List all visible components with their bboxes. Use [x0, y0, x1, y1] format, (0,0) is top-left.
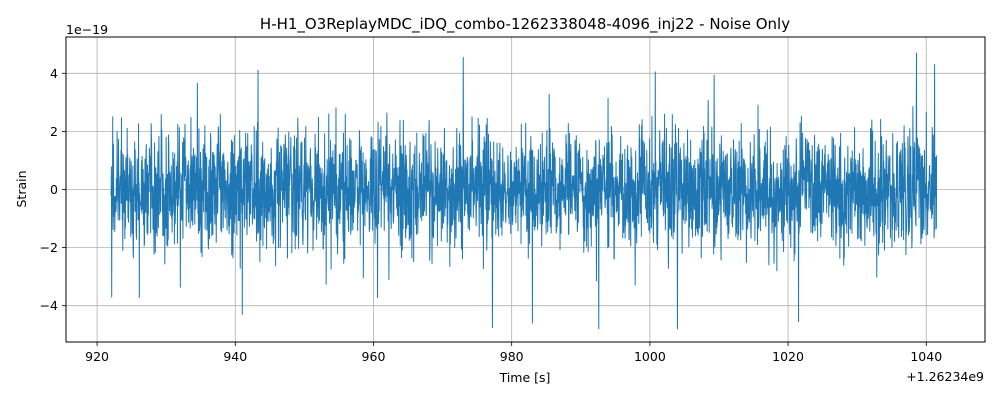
- x-axis: 920 940 960 980 1000 1020 1040: [85, 342, 942, 364]
- chart-title: H-H1_O3ReplayMDC_iDQ_combo-1262338048-40…: [260, 15, 790, 34]
- x-axis-label: Time [s]: [499, 370, 551, 385]
- x-tick-label: 1020: [772, 349, 804, 364]
- x-tick-label: 920: [85, 349, 109, 364]
- y-tick-label: 0: [50, 182, 58, 197]
- x-tick-label: 1040: [910, 349, 942, 364]
- y-scale-label: 1e−19: [66, 22, 108, 37]
- y-tick-label: −4: [40, 298, 58, 313]
- y-tick-label: −2: [40, 240, 58, 255]
- y-tick-label: 4: [50, 66, 58, 81]
- y-axis-label: Strain: [14, 170, 29, 207]
- x-tick-label: 940: [223, 349, 247, 364]
- y-tick-label: 2: [50, 124, 58, 139]
- y-axis: −4 −2 0 2 4: [40, 66, 66, 313]
- series-layer: [110, 52, 938, 330]
- x-tick-label: 1000: [634, 349, 666, 364]
- strain-series-line: [110, 52, 938, 330]
- x-tick-label: 980: [500, 349, 524, 364]
- x-tick-label: 960: [362, 349, 386, 364]
- x-offset-label: +1.26234e9: [906, 369, 984, 384]
